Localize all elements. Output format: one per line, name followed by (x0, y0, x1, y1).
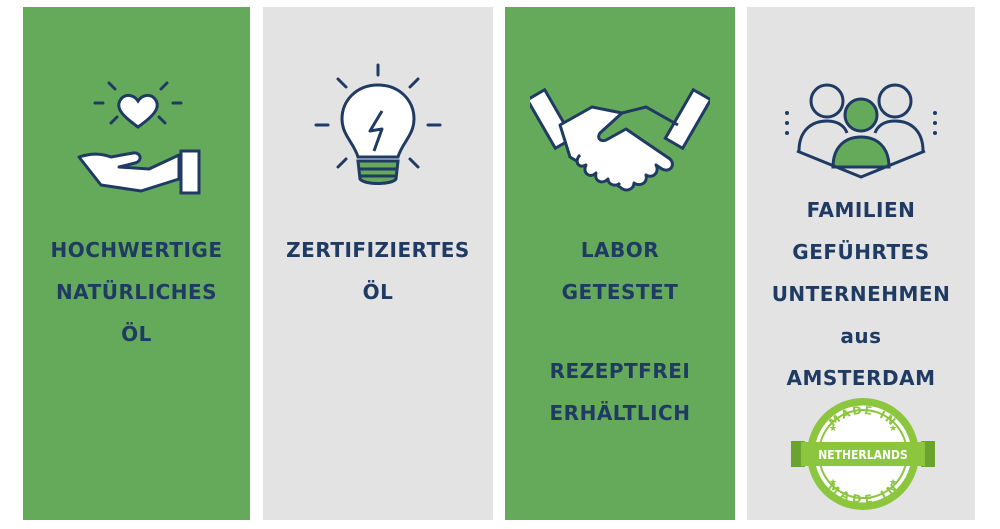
panel-lab-tested: LABOR GETESTET REZEPTFREI ERHÄLTLICH (505, 7, 735, 520)
svg-text:★: ★ (829, 424, 837, 434)
badge-center-text: NETHERLANDS (818, 448, 908, 462)
panel-quality-text: HOCHWERTIGE NATÜRLICHES ÖL (23, 229, 250, 355)
svg-text:★: ★ (889, 424, 897, 434)
lightbulb-icon (314, 63, 442, 185)
text-line: REZEPTFREI (549, 359, 691, 383)
panel-lab-tested-text: LABOR GETESTET (505, 229, 735, 313)
text-line: UNTERNEHMEN (771, 282, 951, 306)
panel-prescription-free-text: REZEPTFREI ERHÄLTLICH (505, 350, 735, 434)
text-line: FAMILIEN (806, 198, 916, 222)
text-line: NATÜRLICHES (55, 280, 218, 304)
text-line: aus (840, 324, 882, 348)
text-line: AMSTERDAM (786, 366, 936, 390)
svg-text:★: ★ (829, 478, 837, 488)
text-line: ZERTIFIZIERTES (286, 238, 470, 262)
panel-certified: ZERTIFIZIERTES ÖL (263, 7, 493, 520)
handshake-icon (530, 87, 710, 192)
text-line: ERHÄLTLICH (549, 401, 691, 425)
text-line: ÖL (362, 280, 394, 304)
text-line: GEFÜHRTES (792, 240, 930, 264)
panel-family-business-text: FAMILIEN GEFÜHRTES UNTERNEHMEN aus AMSTE… (747, 189, 975, 399)
text-line: ÖL (121, 322, 152, 346)
panel-family-business: FAMILIEN GEFÜHRTES UNTERNEHMEN aus AMSTE… (747, 7, 975, 520)
panel-certified-text: ZERTIFIZIERTES ÖL (263, 229, 493, 313)
heart-hand-icon (77, 81, 201, 195)
svg-text:★: ★ (889, 478, 897, 488)
made-in-netherlands-badge: MADE IN MADE IN NETHERLANDS ★ ★ ★ ★ (791, 398, 935, 510)
panel-quality: HOCHWERTIGE NATÜRLICHES ÖL (23, 7, 250, 520)
text-line: HOCHWERTIGE (50, 238, 223, 262)
family-icon (785, 83, 937, 179)
text-line: LABOR (580, 238, 660, 262)
text-line: GETESTET (561, 280, 679, 304)
